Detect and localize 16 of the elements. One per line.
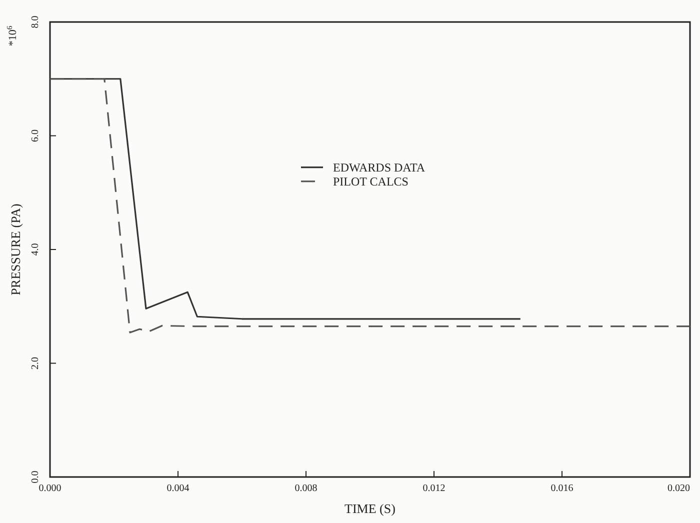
line-series xyxy=(49,78,691,334)
x-tick-label: 0.016 xyxy=(550,483,574,494)
x-tick-label: 0.020 xyxy=(668,483,690,494)
legend-label: EDWARDS DATA xyxy=(333,160,426,174)
y-tick-label: 4.0 xyxy=(30,243,41,256)
y-axis-title: PRESSURE (PA) xyxy=(8,204,23,296)
x-tick-label: 0.000 xyxy=(38,483,62,494)
y-tick-label: 6.0 xyxy=(30,130,41,142)
y-tick-label: 2.0 xyxy=(30,357,41,370)
x-tick-label: 0.008 xyxy=(294,483,318,494)
y-tick-label: 0.0 xyxy=(30,470,41,484)
y-tick-label: 8.0 xyxy=(30,16,41,28)
legend-label: PILOT CALCS xyxy=(333,174,408,188)
x-tick-label: 0.004 xyxy=(166,483,190,494)
x-tick-label: 0.012 xyxy=(422,483,446,494)
x-axis-title: TIME (S) xyxy=(344,501,396,516)
